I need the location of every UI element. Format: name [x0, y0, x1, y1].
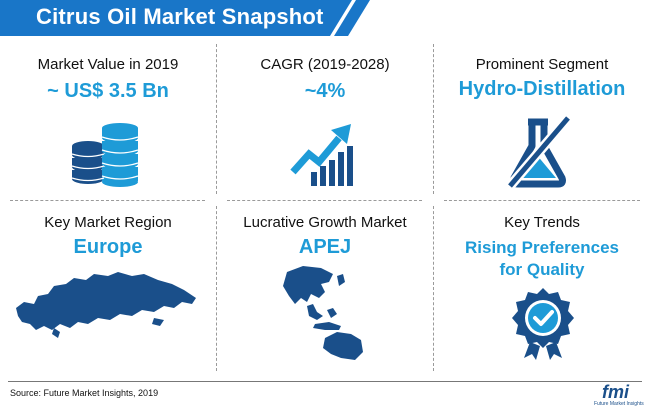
key-trends-cell: Key Trends Rising Preferences for Qualit…	[434, 206, 650, 376]
prominent-segment-label: Prominent Segment	[475, 56, 609, 73]
fmi-logo: fmi Future Market Insights	[594, 382, 646, 408]
lucrative-growth-market-cell: Lucrative Growth Market APEJ	[217, 206, 433, 376]
prominent-segment-cell: Prominent Segment Hydro-Distillation	[434, 40, 650, 210]
key-trends-value-line1: Rising Preferences	[464, 238, 619, 257]
page-title: Citrus Oil Market Snapshot	[36, 4, 324, 29]
key-trends-label: Key Trends	[504, 214, 580, 231]
apej-map-icon	[283, 266, 363, 360]
divider	[10, 200, 205, 201]
cagr-cell: CAGR (2019-2028) ~4%	[217, 40, 433, 210]
quality-badge-icon	[512, 288, 574, 360]
divider	[227, 200, 422, 201]
divider	[433, 44, 434, 194]
logo-text: fmi	[602, 382, 629, 402]
key-market-region-value: Europe	[73, 236, 143, 258]
cagr-value: ~4%	[304, 80, 346, 102]
lucrative-growth-market-label: Lucrative Growth Market	[243, 214, 407, 231]
key-market-region-cell: Key Market Region Europe	[0, 206, 216, 376]
banner-shape	[0, 0, 370, 36]
market-value-cell: Market Value in 2019 ~ US$ 3.5 Bn	[0, 40, 216, 210]
logo-subtitle: Future Market Insights	[594, 401, 644, 407]
europe-map-icon	[16, 272, 196, 338]
cagr-label: CAGR (2019-2028)	[260, 56, 390, 73]
key-market-region-label: Key Market Region	[44, 214, 172, 231]
source-note: Source: Future Market Insights, 2019	[10, 388, 159, 398]
divider	[444, 200, 640, 201]
divider	[433, 206, 434, 371]
coin-stack-icon	[71, 123, 139, 187]
title-banner: Citrus Oil Market Snapshot	[0, 0, 370, 36]
prominent-segment-value: Hydro-Distillation	[458, 78, 626, 100]
divider	[216, 44, 217, 194]
key-trends-value-line2: for Quality	[499, 260, 585, 279]
growth-chart-icon	[290, 124, 353, 186]
flask-crossed-icon	[506, 114, 572, 190]
market-value-value: ~ US$ 3.5 Bn	[47, 80, 169, 102]
lucrative-growth-market-value: APEJ	[298, 236, 352, 258]
market-value-label: Market Value in 2019	[37, 56, 179, 73]
footer-divider	[8, 381, 642, 382]
divider	[216, 206, 217, 371]
